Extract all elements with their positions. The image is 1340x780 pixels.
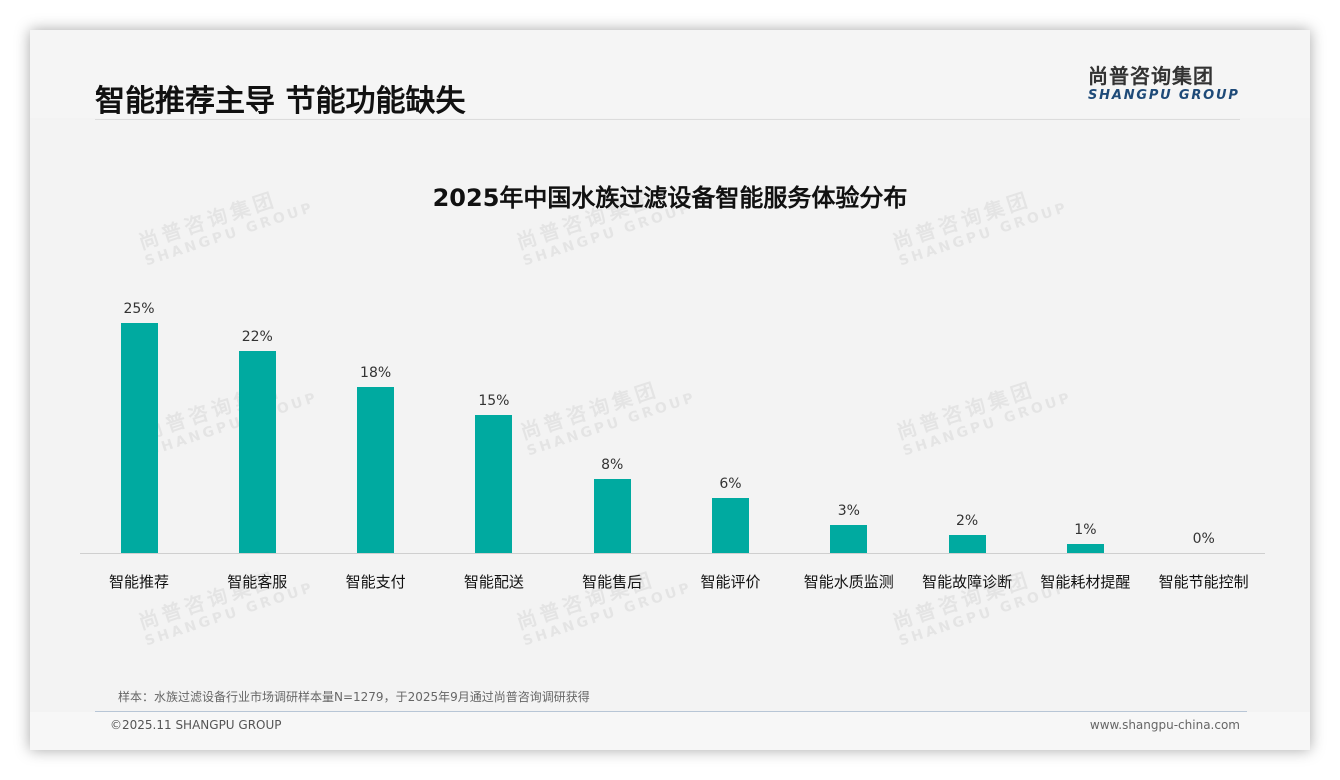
category-label: 智能评价 [700, 573, 761, 591]
bar [712, 498, 749, 553]
bar [593, 479, 631, 553]
category-label: 智能配送 [463, 573, 524, 591]
category-label: 智能推荐 [108, 573, 169, 591]
category-label: 智能节能控制 [1158, 573, 1249, 591]
bar-value-label: 2% [955, 513, 979, 529]
slide: 智能推荐主导 节能功能缺失 尚普咨询集团 SHANGPU GROUP 尚普咨询集… [30, 30, 1310, 750]
bar-value-label: 22% [241, 329, 273, 345]
bar-value-label: 1% [1074, 522, 1097, 538]
bar [475, 415, 513, 553]
page-title: 智能推荐主导 节能功能缺失 [95, 84, 466, 119]
bar [830, 525, 868, 553]
bar [1066, 544, 1104, 553]
watermark: 尚普咨询集团 SHANGPU GROUP [517, 376, 699, 460]
watermark: 尚普咨询集团 SHANGPU GROUP [893, 376, 1075, 460]
bar [120, 323, 158, 553]
category-label: 智能售后 [582, 573, 643, 591]
company-logo: 尚普咨询集团 SHANGPU GROUP [1088, 64, 1248, 104]
footer-divider [95, 711, 1247, 712]
bar [948, 535, 986, 553]
bar-value-label: 15% [478, 393, 510, 409]
logo-en-text: SHANGPU GROUP [1088, 88, 1240, 103]
header-band [30, 30, 1310, 118]
category-label: 智能故障诊断 [922, 573, 1013, 591]
bar-value-label: 18% [360, 365, 392, 381]
bar [357, 387, 395, 553]
website-link[interactable]: www.shangpu-china.com [1089, 718, 1240, 732]
header-divider [95, 119, 1240, 120]
category-label: 智能支付 [345, 573, 406, 591]
bar-value-label: 3% [837, 503, 860, 519]
category-label: 智能水质监测 [803, 573, 894, 591]
bar-value-label: 6% [719, 476, 742, 492]
logo-cn-text: 尚普咨询集团 [1088, 64, 1214, 88]
sample-note: 样本：水族过滤设备行业市场调研样本量N=1279，于2025年9月通过尚普咨询调… [118, 690, 590, 704]
copyright-text: ©2025.11 SHANGPU GROUP [110, 718, 282, 732]
x-axis-line [80, 553, 1265, 554]
footer-band [30, 712, 1310, 750]
bar-value-label: 0% [1192, 531, 1215, 547]
category-label: 智能耗材提醒 [1040, 573, 1131, 591]
bar-value-label: 25% [123, 301, 155, 317]
bar-value-label: 8% [601, 457, 624, 473]
bar [238, 351, 276, 553]
chart-title: 2025年中国水族过滤设备智能服务体验分布 [432, 184, 908, 212]
category-label: 智能客服 [227, 573, 288, 591]
watermark: 尚普咨询集团 SHANGPU GROUP [139, 376, 321, 460]
